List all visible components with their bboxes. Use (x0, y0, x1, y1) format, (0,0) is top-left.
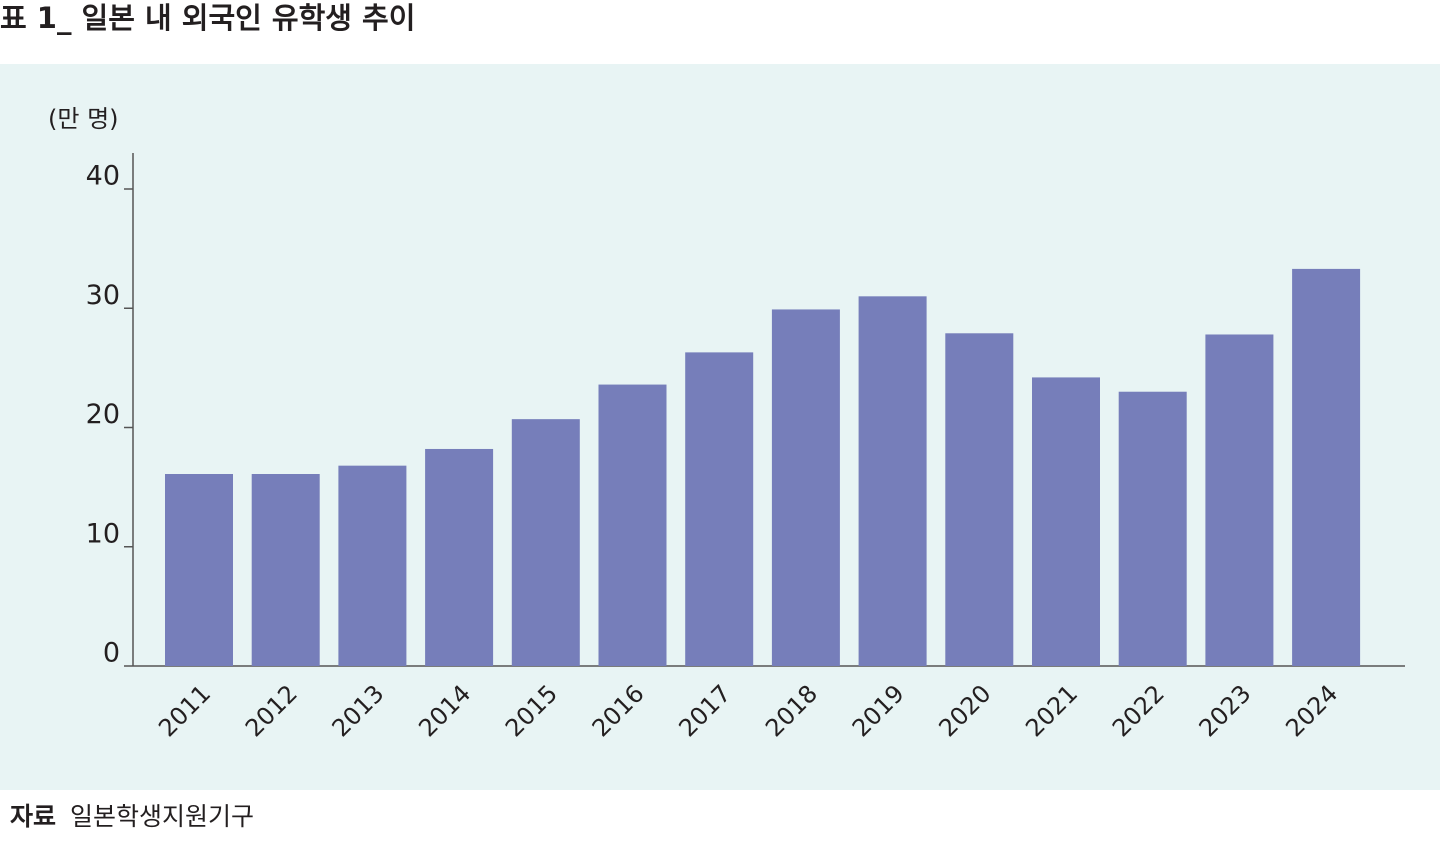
source-label: 자료 (10, 802, 56, 831)
y-tick-label: 0 (103, 638, 120, 669)
bar (338, 465, 407, 666)
y-tick-label: 30 (86, 280, 120, 311)
bar (425, 448, 494, 666)
y-tick-label: 40 (86, 161, 120, 192)
bar (1032, 377, 1100, 666)
bar (165, 474, 233, 666)
y-axis-label: (만 명) (48, 105, 119, 133)
bar (511, 419, 580, 666)
source: 일본학생지원기구 (70, 802, 254, 831)
bar (685, 352, 754, 666)
y-tick-label: 20 (86, 399, 120, 430)
bar (1292, 268, 1361, 666)
bar (945, 333, 1014, 666)
bar (598, 384, 667, 666)
bar (251, 474, 320, 666)
bar (858, 296, 927, 666)
bar (1118, 391, 1187, 666)
bar (771, 309, 840, 666)
y-tick-label: 10 (86, 518, 120, 549)
bar (1205, 334, 1274, 666)
chart-title: 표 1_ 일본 내 외국인 유학생 추이 (0, 1, 415, 35)
